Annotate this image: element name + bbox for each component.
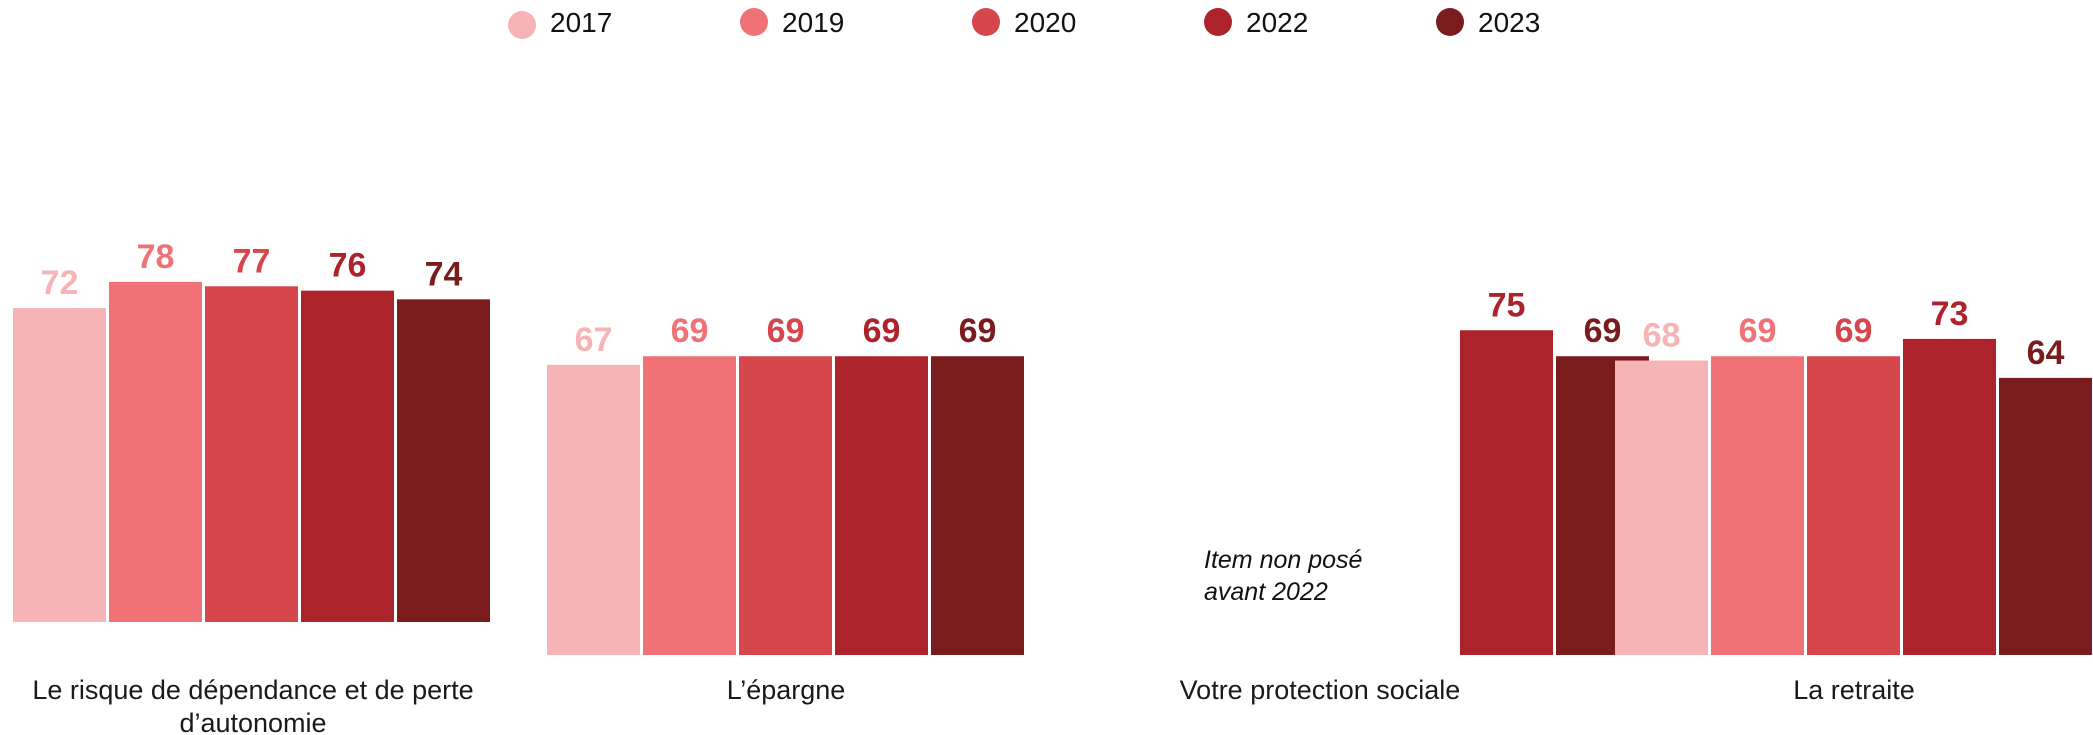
legend-label-2023: 2023 [1478, 7, 1540, 38]
data-label-2020: 69 [767, 312, 805, 350]
bar-2022 [301, 290, 394, 622]
legend-label-2020: 2020 [1014, 7, 1076, 38]
data-label-2019: 78 [137, 238, 175, 276]
data-label-2019: 69 [1739, 312, 1777, 350]
legend-marker-2017 [508, 11, 536, 39]
category-label: La retraite [1793, 675, 1915, 705]
bar-2020 [205, 286, 298, 622]
data-label-2022: 76 [329, 247, 367, 285]
legend-item-2020: 2020 [972, 7, 1076, 38]
not-asked-note: avant 2022 [1204, 578, 1328, 606]
data-label-2022: 73 [1931, 295, 1969, 333]
bar-2023 [1999, 377, 2092, 655]
data-label-2023: 69 [1584, 312, 1622, 350]
bar-2017 [547, 364, 640, 655]
category-labels: Le risque de dépendance et de perte d’aut… [32, 675, 1914, 735]
bar-2019 [1711, 356, 1804, 655]
bar-2022 [835, 356, 928, 655]
bar-group-4: 68 69 69 73 64 [1615, 295, 2092, 655]
legend-marker-2023 [1436, 8, 1464, 36]
bar-group-2: 67 69 69 69 69 [547, 312, 1024, 655]
data-label-2022: 75 [1488, 286, 1526, 324]
legend-item-2022: 2022 [1204, 7, 1308, 38]
data-label-2023: 64 [2027, 334, 2065, 372]
not-asked-note: Item non posé [1204, 546, 1362, 574]
legend-item-2017: 2017 [508, 7, 612, 39]
bar-2022 [1460, 330, 1553, 655]
bar-group-1: 72 78 77 76 74 [13, 238, 490, 622]
data-label-2017: 72 [41, 264, 79, 302]
legend-item-2023: 2023 [1436, 7, 1540, 38]
category-label: d’autonomie [179, 708, 326, 735]
data-label-2020: 77 [233, 242, 271, 280]
data-label-2020: 69 [1835, 312, 1873, 350]
bar-2017 [13, 308, 106, 622]
legend-marker-2020 [972, 8, 1000, 36]
legend-label-2022: 2022 [1246, 7, 1308, 38]
bar-groups: 72 78 77 76 74 67 69 69 69 69 75 69 Item non posé ava… [13, 238, 2092, 655]
bar-2020 [1807, 356, 1900, 655]
bar-2017 [1615, 360, 1708, 655]
data-label-2017: 67 [575, 321, 613, 359]
chart-legend: 2017 2019 2020 2022 2023 [508, 7, 1540, 39]
data-label-2023: 74 [425, 255, 463, 293]
data-label-2019: 69 [671, 312, 709, 350]
bar-group-3: 75 69 Item non posé avant 2022 [1204, 286, 1649, 655]
legend-marker-2022 [1204, 8, 1232, 36]
legend-item-2019: 2019 [740, 7, 844, 38]
legend-label-2019: 2019 [782, 7, 844, 38]
bar-2023 [397, 299, 490, 622]
bar-2019 [109, 281, 202, 622]
legend-marker-2019 [740, 8, 768, 36]
bar-2019 [643, 356, 736, 655]
category-label: L’épargne [727, 675, 846, 705]
bar-2022 [1903, 338, 1996, 655]
legend-label-2017: 2017 [550, 7, 612, 38]
data-label-2023: 69 [959, 312, 997, 350]
data-label-2022: 69 [863, 312, 901, 350]
data-label-2017: 68 [1643, 317, 1681, 355]
category-label: Votre protection sociale [1180, 675, 1461, 705]
bar-2020 [739, 356, 832, 655]
bar-2023 [931, 356, 1024, 655]
category-label: Le risque de dépendance et de perte [32, 675, 473, 705]
